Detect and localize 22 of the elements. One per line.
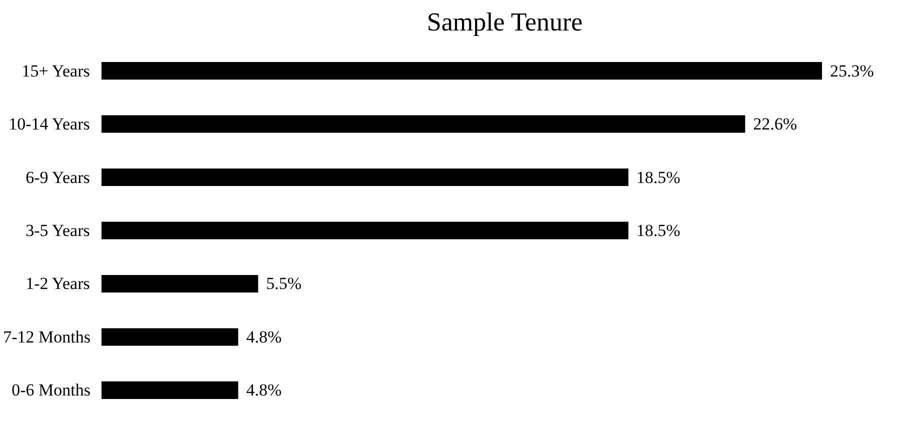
bar (102, 62, 822, 80)
y-tick-label: 0-6 Months (12, 380, 91, 400)
y-tick-label: 1-2 Years (26, 274, 90, 294)
bar (102, 328, 238, 346)
data-label: 22.6% (753, 114, 798, 134)
data-label: 18.5% (636, 221, 680, 240)
chart-title: Sample Tenure (426, 8, 583, 36)
bar (102, 115, 746, 133)
data-label: 4.8% (246, 327, 282, 346)
y-tick-label: 7-12 Months (3, 327, 91, 346)
bar (102, 381, 238, 400)
y-tick-label: 6-9 Years (26, 168, 90, 187)
y-tick-label: 15+ Years (22, 61, 90, 80)
y-tick-label: 10-14 Years (8, 114, 90, 134)
data-label: 5.5% (266, 274, 302, 294)
data-label: 18.5% (636, 168, 680, 187)
y-tick-label: 3-5 Years (26, 221, 90, 240)
data-label: 4.8% (246, 380, 282, 400)
bar (102, 222, 628, 240)
bar (102, 274, 258, 293)
data-label: 25.3% (830, 61, 874, 80)
bar (102, 168, 628, 186)
